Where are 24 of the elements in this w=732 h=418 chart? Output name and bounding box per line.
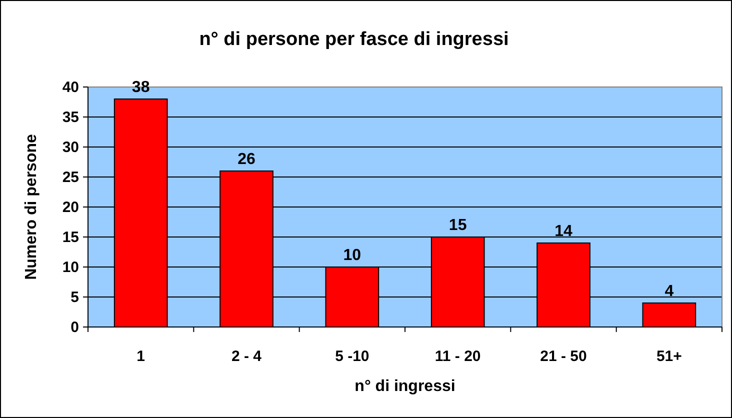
y-tick-label: 25	[62, 169, 79, 186]
data-label: 10	[343, 247, 362, 264]
y-axis-title: Numero di persone	[23, 134, 40, 280]
chart-title: n° di persone per fasce di ingressi	[199, 29, 509, 50]
x-axis-title: n° di ingressi	[354, 378, 456, 395]
y-tick-label: 30	[62, 139, 79, 156]
x-tick-label: 21 - 50	[540, 348, 587, 365]
data-label: 4	[664, 283, 674, 300]
y-tick-label: 0	[70, 319, 79, 336]
y-tick-label: 35	[62, 109, 79, 126]
y-tick-label: 15	[62, 229, 79, 246]
data-label: 26	[238, 151, 256, 168]
x-tick-label: 1	[136, 348, 146, 365]
y-tick-label: 5	[70, 289, 79, 306]
data-label: 14	[554, 223, 572, 240]
x-tick-label: 2 - 4	[231, 348, 262, 365]
x-tick-label: 5 -10	[335, 348, 370, 365]
y-tick-label: 20	[62, 199, 79, 216]
y-tick-label: 10	[62, 259, 79, 276]
data-label: 15	[448, 217, 467, 234]
x-tick-label: 51+	[656, 348, 682, 365]
x-tick-label: 11 - 20	[434, 348, 481, 365]
y-tick-label: 40	[62, 79, 79, 96]
data-label: 38	[132, 79, 150, 96]
